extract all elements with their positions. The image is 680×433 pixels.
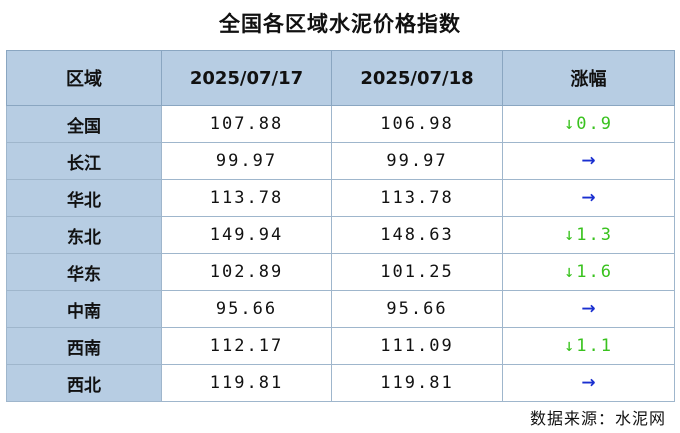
arrow-right-icon: → xyxy=(581,151,596,171)
change-cell: → xyxy=(502,364,675,402)
change-value: ↓1.1 xyxy=(564,336,613,356)
table-row: 西北 119.81 119.81 → xyxy=(6,364,675,402)
change-cell: → xyxy=(502,290,675,328)
change-cell: ↓1.6 xyxy=(502,253,675,291)
value-cell: 119.81 xyxy=(161,364,332,402)
region-cell: 全国 xyxy=(6,105,162,143)
region-cell: 华北 xyxy=(6,179,162,217)
value-cell: 106.98 xyxy=(331,105,503,143)
table-row: 中南 95.66 95.66 → xyxy=(6,290,675,328)
table-header-row: 区域 2025/07/17 2025/07/18 涨幅 xyxy=(6,50,675,106)
value-cell: 95.66 xyxy=(161,290,332,328)
change-cell: ↓0.9 xyxy=(502,105,675,143)
region-cell: 长江 xyxy=(6,142,162,180)
value-cell: 113.78 xyxy=(331,179,503,217)
region-cell: 华东 xyxy=(6,253,162,291)
value-cell: 102.89 xyxy=(161,253,332,291)
change-value: ↓1.6 xyxy=(564,262,613,282)
value-cell: 111.09 xyxy=(331,327,503,365)
value-cell: 99.97 xyxy=(161,142,332,180)
price-index-table: 区域 2025/07/17 2025/07/18 涨幅 全国 107.88 10… xyxy=(6,50,675,402)
value-cell: 113.78 xyxy=(161,179,332,217)
change-cell: ↓1.1 xyxy=(502,327,675,365)
region-cell: 中南 xyxy=(6,290,162,328)
change-value: ↓0.9 xyxy=(564,114,613,134)
value-cell: 112.17 xyxy=(161,327,332,365)
page-title: 全国各区域水泥价格指数 xyxy=(219,12,461,36)
header-region: 区域 xyxy=(6,50,162,106)
table-row: 东北 149.94 148.63 ↓1.3 xyxy=(6,216,675,254)
header-date-2: 2025/07/18 xyxy=(331,50,503,106)
value-cell: 148.63 xyxy=(331,216,503,254)
arrow-right-icon: → xyxy=(581,299,596,319)
arrow-right-icon: → xyxy=(581,373,596,393)
data-source-note: 数据来源：水泥网 xyxy=(529,409,666,428)
change-cell: → xyxy=(502,179,675,217)
header-change: 涨幅 xyxy=(502,50,675,106)
value-cell: 99.97 xyxy=(331,142,503,180)
value-cell: 107.88 xyxy=(161,105,332,143)
table-row: 长江 99.97 99.97 → xyxy=(6,142,675,180)
region-cell: 西北 xyxy=(6,364,162,402)
change-cell: → xyxy=(502,142,675,180)
header-date-1: 2025/07/17 xyxy=(161,50,332,106)
table-row: 华东 102.89 101.25 ↓1.6 xyxy=(6,253,675,291)
region-cell: 西南 xyxy=(6,327,162,365)
value-cell: 119.81 xyxy=(331,364,503,402)
value-cell: 149.94 xyxy=(161,216,332,254)
value-cell: 101.25 xyxy=(331,253,503,291)
table-row: 华北 113.78 113.78 → xyxy=(6,179,675,217)
table-row: 全国 107.88 106.98 ↓0.9 xyxy=(6,105,675,143)
change-cell: ↓1.3 xyxy=(502,216,675,254)
value-cell: 95.66 xyxy=(331,290,503,328)
region-cell: 东北 xyxy=(6,216,162,254)
arrow-right-icon: → xyxy=(581,188,596,208)
change-value: ↓1.3 xyxy=(564,225,613,245)
table-row: 西南 112.17 111.09 ↓1.1 xyxy=(6,327,675,365)
